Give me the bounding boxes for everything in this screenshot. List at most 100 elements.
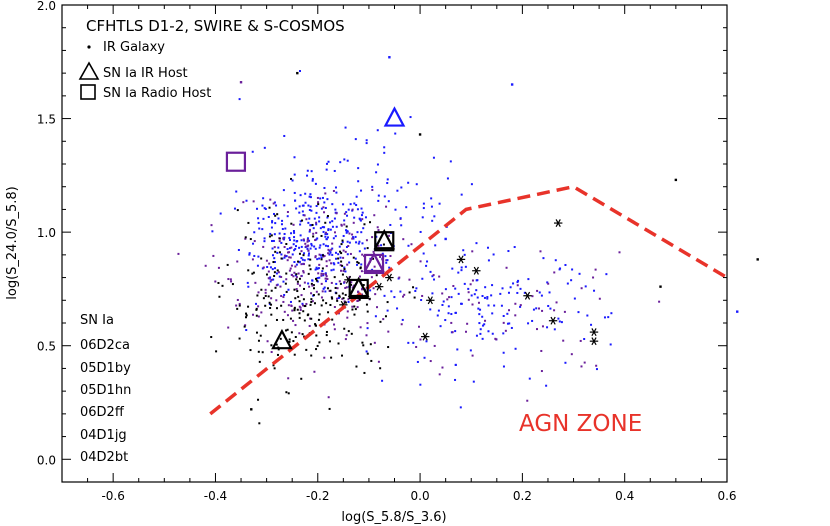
ir-galaxy-point xyxy=(295,273,298,276)
ir-galaxy-point xyxy=(303,239,306,242)
asterisk-point xyxy=(420,332,430,341)
ir-galaxy-point xyxy=(369,289,372,292)
legend-label-sn-radio-host: SN Ia Radio Host xyxy=(103,86,211,101)
sn-ir-host-triangle xyxy=(383,106,406,127)
ir-galaxy-point xyxy=(388,266,391,269)
ir-galaxy-point xyxy=(536,289,539,292)
ir-galaxy-point xyxy=(253,231,256,234)
ir-galaxy-point xyxy=(298,261,301,264)
ir-galaxy-point xyxy=(350,332,353,335)
ir-galaxy-point xyxy=(295,245,298,248)
ir-galaxy-point xyxy=(288,269,291,272)
ir-galaxy-point xyxy=(519,287,522,290)
ir-galaxy-point xyxy=(273,233,276,236)
ir-galaxy-point xyxy=(285,329,288,332)
ir-galaxy-point xyxy=(330,356,333,359)
ir-galaxy-point xyxy=(276,213,279,216)
ir-galaxy-point xyxy=(327,396,330,399)
ir-galaxy-point xyxy=(360,263,363,266)
ir-galaxy-point xyxy=(334,208,337,211)
ir-galaxy-point xyxy=(352,237,355,240)
ir-galaxy-point xyxy=(463,282,466,285)
ir-galaxy-point xyxy=(519,304,522,307)
ir-galaxy-point xyxy=(389,223,392,226)
ir-galaxy-point xyxy=(289,267,292,270)
ir-galaxy-point xyxy=(294,335,297,338)
ir-galaxy-point xyxy=(290,331,293,334)
ir-galaxy-point xyxy=(387,346,390,349)
ir-galaxy-point xyxy=(566,282,569,285)
ir-galaxy-point xyxy=(315,348,318,351)
ir-galaxy-point xyxy=(336,299,339,302)
ir-galaxy-point xyxy=(286,248,289,251)
ir-galaxy-point xyxy=(510,83,514,86)
ir-galaxy-point xyxy=(512,282,515,285)
ir-galaxy-point xyxy=(321,290,324,293)
ir-galaxy-point xyxy=(257,315,260,318)
ir-galaxy-point xyxy=(387,330,390,333)
ir-galaxy-point xyxy=(257,350,260,353)
ir-galaxy-point xyxy=(303,214,306,217)
sn-list-header: SN Ia xyxy=(80,313,114,328)
ir-galaxy-point xyxy=(586,314,589,317)
ir-galaxy-point xyxy=(318,313,321,316)
ir-galaxy-point xyxy=(285,242,288,245)
ir-galaxy-point xyxy=(382,318,385,321)
ir-galaxy-point xyxy=(402,238,405,241)
ir-galaxy-point xyxy=(293,261,296,264)
legend: CFHTLS D1-2, SWIRE & S-COSMOS IR Galaxy … xyxy=(78,17,345,101)
ir-galaxy-point xyxy=(316,267,319,270)
ir-galaxy-point xyxy=(256,294,259,297)
ir-galaxy-point xyxy=(478,313,481,316)
ir-galaxy-point xyxy=(323,186,326,189)
ir-galaxy-point xyxy=(286,259,289,262)
ir-galaxy-point xyxy=(283,134,286,137)
ir-galaxy-point xyxy=(335,212,338,215)
ir-galaxy-point xyxy=(365,334,368,337)
ir-galaxy-point xyxy=(326,287,329,290)
ir-galaxy-point xyxy=(266,265,269,268)
ir-galaxy-point xyxy=(285,290,288,293)
agn-boundary-line xyxy=(209,184,728,416)
ir-galaxy-point xyxy=(507,250,510,253)
ir-galaxy-point xyxy=(270,344,273,347)
ir-galaxy-point xyxy=(354,308,357,311)
ir-galaxy-point xyxy=(290,264,293,267)
ir-galaxy-point xyxy=(454,378,457,381)
ir-galaxy-point xyxy=(270,297,273,300)
ir-galaxy-point xyxy=(342,269,345,272)
ir-galaxy-point xyxy=(437,309,440,312)
ir-galaxy-point xyxy=(502,365,505,368)
ir-galaxy-point xyxy=(354,235,357,238)
ir-galaxy-point xyxy=(386,182,389,185)
ir-galaxy-point xyxy=(236,298,239,301)
ir-galaxy-point xyxy=(341,239,344,242)
asterisk-stroke xyxy=(376,282,382,291)
ir-galaxy-point xyxy=(270,303,273,306)
ir-galaxy-point xyxy=(283,256,286,259)
ir-galaxy-point xyxy=(417,325,420,328)
ir-galaxy-point xyxy=(385,259,388,262)
ir-galaxy-point xyxy=(309,303,312,306)
ir-galaxy-point xyxy=(280,304,283,307)
ir-galaxy-point xyxy=(320,274,323,277)
ir-galaxy-point xyxy=(358,240,361,243)
ir-galaxy-point xyxy=(300,294,303,297)
ir-galaxy-point xyxy=(405,206,408,209)
ir-galaxy-point xyxy=(331,220,334,223)
ir-galaxy-point xyxy=(345,286,348,289)
ir-galaxy-point xyxy=(309,258,312,261)
ir-galaxy-point xyxy=(618,251,621,254)
ir-galaxy-point xyxy=(491,332,494,335)
ir-galaxy-point xyxy=(341,297,344,300)
ir-galaxy-point xyxy=(344,270,347,273)
ir-galaxy-point xyxy=(300,250,303,253)
ir-galaxy-point xyxy=(318,253,321,256)
ir-galaxy-point xyxy=(255,314,258,317)
ir-galaxy-point xyxy=(269,280,272,283)
ir-galaxy-point xyxy=(298,305,301,308)
ir-galaxy-point xyxy=(557,317,560,320)
sn-list-item: 04D1jg xyxy=(80,428,127,443)
ir-galaxy-point xyxy=(312,284,315,287)
ir-galaxy-point xyxy=(365,139,368,142)
